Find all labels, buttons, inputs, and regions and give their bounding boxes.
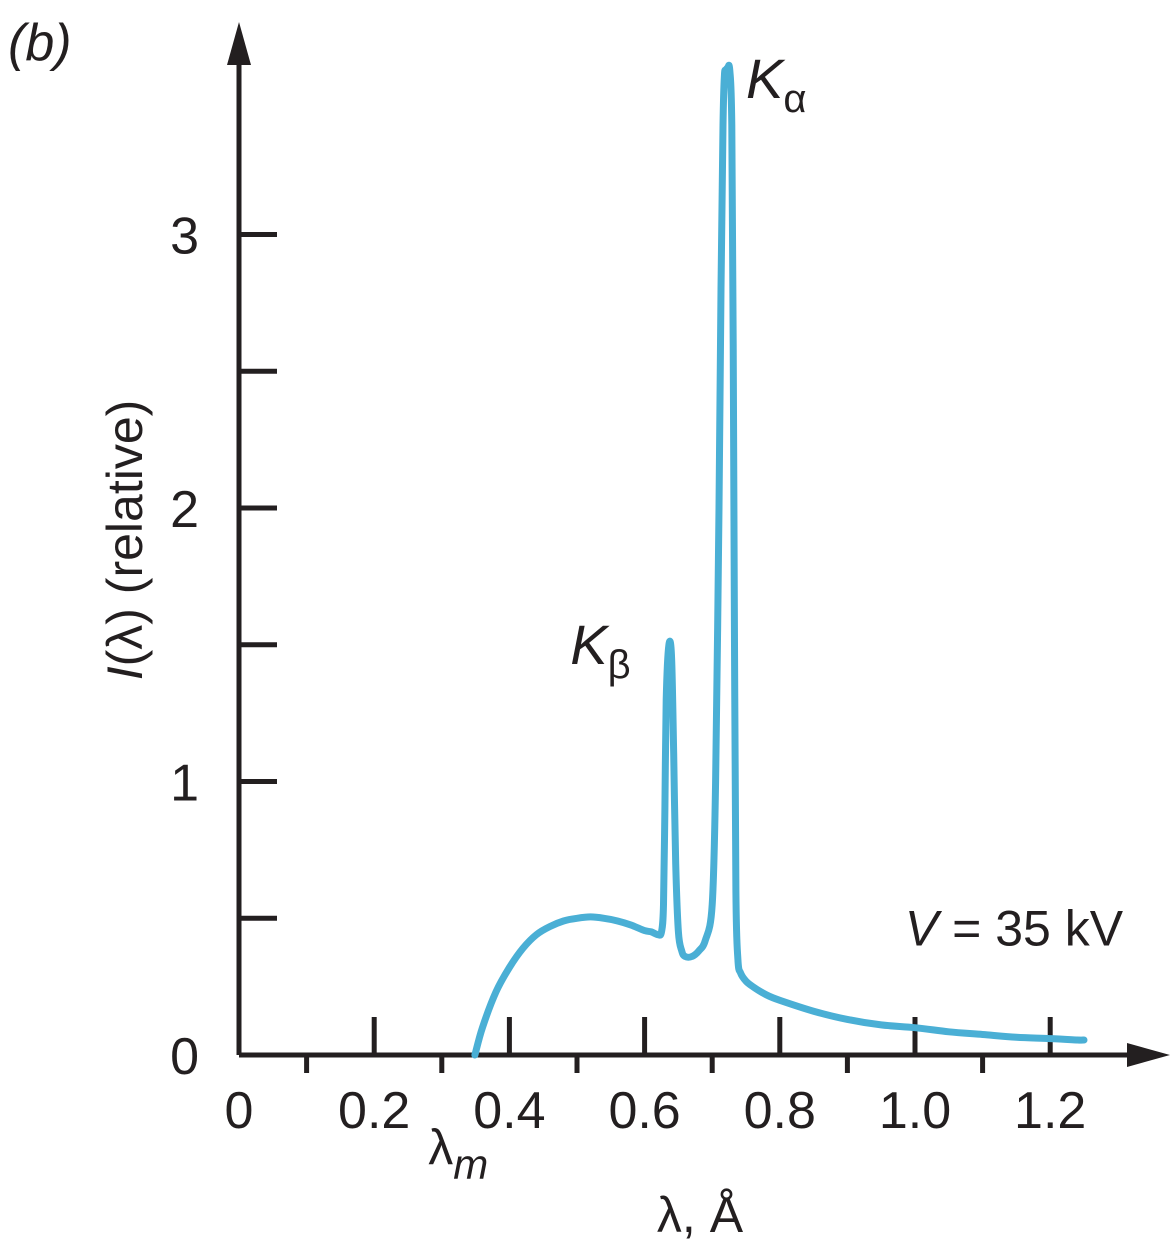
k-beta-label: Kβ [570, 613, 630, 687]
y-tick-label: 2 [170, 481, 199, 539]
k-beta-sub: β [608, 643, 631, 687]
y-axis-title-italic: I [97, 666, 153, 680]
x-axis [239, 1043, 1170, 1067]
x-tick-label: 0.2 [338, 1082, 410, 1140]
y-axis-title: I(λ) (relative) [97, 400, 153, 681]
k-alpha-label: Kα [746, 47, 806, 121]
intensity-curve [471, 61, 1088, 1059]
k-beta-main: K [570, 613, 610, 676]
x-tick-label: 1.0 [879, 1082, 951, 1140]
x-tick-label: 0.6 [608, 1082, 680, 1140]
voltage-label: V = 35 kV [905, 901, 1124, 957]
x-axis-title: λ, Å [657, 1187, 744, 1243]
y-tick-label: 1 [170, 755, 199, 813]
y-axis-title-rest: (λ) (relative) [97, 400, 153, 667]
k-alpha-main: K [746, 47, 786, 110]
y-axis [227, 22, 251, 1055]
voltage-label-rest: = 35 kV [938, 901, 1123, 957]
tick-labels: 0 0.2 0.4 0.6 0.8 1.0 1.2 0 1 2 3 [170, 208, 1086, 1141]
y-tick-label: 0 [170, 1028, 199, 1086]
y-axis-arrowhead [227, 22, 251, 65]
y-tick-label: 3 [170, 208, 199, 266]
lambda-min-main: λ [428, 1119, 453, 1175]
axis-ticks [239, 232, 1053, 1073]
panel-label: (b) [8, 14, 72, 72]
k-alpha-sub: α [783, 77, 806, 121]
lambda-min-label: λm [428, 1119, 488, 1187]
voltage-label-italic: V [905, 901, 943, 957]
x-tick-label: 0.8 [744, 1082, 816, 1140]
x-tick-label: 1.2 [1014, 1082, 1086, 1140]
x-axis-arrowhead [1127, 1043, 1170, 1067]
x-tick-label: 0 [225, 1082, 254, 1140]
lambda-min-sub: m [453, 1140, 488, 1187]
x-tick-label: 0.4 [473, 1082, 545, 1140]
